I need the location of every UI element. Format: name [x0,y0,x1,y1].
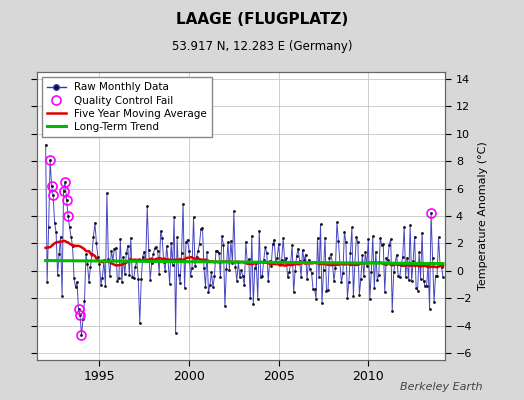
Text: LAAGE (FLUGPLATZ): LAAGE (FLUGPLATZ) [176,12,348,27]
Text: 53.917 N, 12.283 E (Germany): 53.917 N, 12.283 E (Germany) [172,40,352,53]
Legend: Raw Monthly Data, Quality Control Fail, Five Year Moving Average, Long-Term Tren: Raw Monthly Data, Quality Control Fail, … [42,77,212,137]
Y-axis label: Temperature Anomaly (°C): Temperature Anomaly (°C) [478,142,488,290]
Text: Berkeley Earth: Berkeley Earth [400,382,482,392]
